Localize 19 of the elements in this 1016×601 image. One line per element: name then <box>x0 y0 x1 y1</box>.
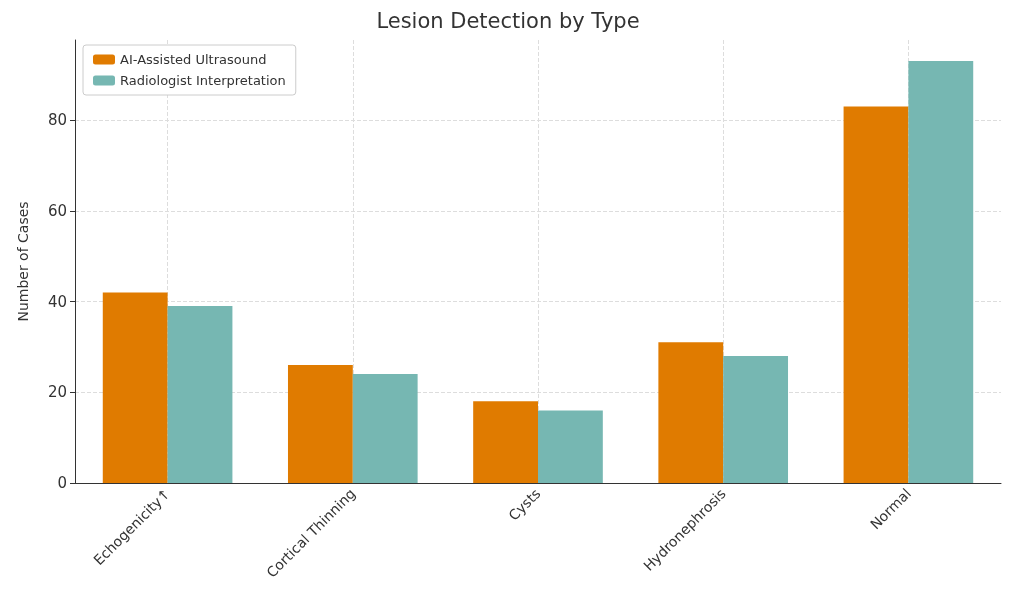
y-tick-label: 20 <box>47 383 67 402</box>
bar <box>843 106 909 483</box>
y-tick-label: 0 <box>57 474 67 492</box>
bar <box>167 306 233 483</box>
chart-title: Lesion Detection by Type <box>376 8 640 33</box>
y-tick-label: 40 <box>47 292 67 311</box>
bar <box>473 401 538 483</box>
bar <box>658 342 724 483</box>
bar <box>723 355 789 483</box>
y-tick-label: 60 <box>47 201 67 220</box>
y-axis-title: Number of Cases <box>15 201 31 322</box>
bar <box>908 61 974 483</box>
bar <box>538 410 603 483</box>
bar <box>287 365 353 483</box>
y-tick-label: 80 <box>47 111 67 130</box>
bar <box>352 374 418 483</box>
bar <box>102 292 168 483</box>
legend-label: Radiologist Interpretation <box>120 73 286 88</box>
legend-label: AI-Assisted Ultrasound <box>120 52 267 67</box>
